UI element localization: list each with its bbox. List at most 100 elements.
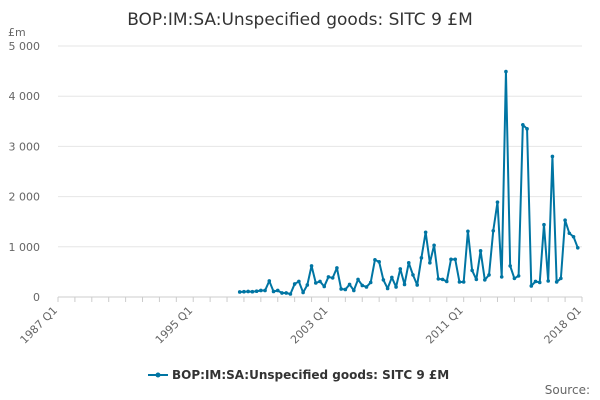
x-tick-label: 2018 Q1 <box>542 304 585 347</box>
data-point[interactable] <box>453 257 458 262</box>
data-point[interactable] <box>499 275 504 279</box>
data-point[interactable] <box>457 280 462 284</box>
data-point[interactable] <box>356 277 360 282</box>
data-point[interactable] <box>284 291 288 295</box>
data-point[interactable] <box>567 231 572 236</box>
y-axis-unit-label: £m <box>8 26 26 39</box>
data-point[interactable] <box>483 278 487 282</box>
y-tick-label: 2 000 <box>9 191 41 204</box>
legend-marker-swatch <box>155 372 161 378</box>
x-tick-label: 2011 Q1 <box>423 304 466 347</box>
data-point[interactable] <box>390 275 394 280</box>
data-point[interactable] <box>411 273 415 277</box>
data-point[interactable] <box>402 282 407 287</box>
y-tick-label: 4 000 <box>9 90 41 103</box>
data-point[interactable] <box>352 288 356 293</box>
data-point[interactable] <box>415 283 419 287</box>
legend-label: BOP:IM:SA:Unspecified goods: SITC 9 £M <box>172 368 449 382</box>
data-point[interactable] <box>563 218 567 222</box>
x-tick-label: 1987 Q1 <box>18 304 61 347</box>
y-tick-label: 1 000 <box>9 241 41 254</box>
data-point[interactable] <box>512 276 517 281</box>
data-point[interactable] <box>406 261 411 265</box>
data-point[interactable] <box>318 279 322 284</box>
x-tick-label: 2003 Q1 <box>288 304 331 347</box>
data-point[interactable] <box>525 127 529 131</box>
data-point[interactable] <box>271 289 276 294</box>
legend[interactable]: BOP:IM:SA:Unspecified goods: SITC 9 £M <box>148 368 449 382</box>
data-point[interactable] <box>322 284 327 289</box>
data-point[interactable] <box>554 280 559 284</box>
data-point[interactable] <box>360 283 365 288</box>
data-point[interactable] <box>335 266 339 270</box>
data-point[interactable] <box>423 230 428 235</box>
data-point[interactable] <box>385 286 390 291</box>
data-point[interactable] <box>491 228 496 233</box>
data-point[interactable] <box>546 279 550 283</box>
data-point[interactable] <box>444 279 449 284</box>
data-point[interactable] <box>343 287 348 292</box>
data-point[interactable] <box>339 287 343 291</box>
data-point[interactable] <box>305 283 310 287</box>
data-point[interactable] <box>275 288 280 293</box>
data-point[interactable] <box>381 278 386 282</box>
data-point[interactable] <box>242 289 246 294</box>
x-tick-label: 1995 Q1 <box>153 304 196 347</box>
data-point[interactable] <box>377 260 381 264</box>
data-point[interactable] <box>542 222 546 227</box>
x-axis-ticks: 1987 Q1 1995 Q1 2003 Q1 2011 Q1 2018 Q1 <box>18 297 585 347</box>
data-point[interactable] <box>474 277 479 282</box>
chart-title: BOP:IM:SA:Unspecified goods: SITC 9 £M <box>127 10 473 30</box>
data-point[interactable] <box>398 267 403 271</box>
y-tick-label: 5 000 <box>9 40 41 53</box>
data-point[interactable] <box>250 289 255 294</box>
data-point[interactable] <box>478 249 483 253</box>
data-point[interactable] <box>280 291 284 295</box>
data-point[interactable] <box>259 288 263 293</box>
data-point[interactable] <box>254 289 259 294</box>
data-point[interactable] <box>330 276 335 280</box>
y-tick-label: 3 000 <box>9 140 41 153</box>
data-point[interactable] <box>263 288 267 293</box>
data-point[interactable] <box>504 69 508 74</box>
data-point[interactable] <box>419 256 424 260</box>
data-point[interactable] <box>440 277 445 282</box>
data-point[interactable] <box>559 276 563 281</box>
data-point[interactable] <box>267 279 272 283</box>
data-point[interactable] <box>292 282 297 286</box>
data-point[interactable] <box>313 281 318 285</box>
data-point[interactable] <box>373 258 377 262</box>
source-label: Source: <box>545 383 590 397</box>
data-point[interactable] <box>516 274 521 278</box>
data-point[interactable] <box>533 279 538 284</box>
data-point[interactable] <box>394 285 398 289</box>
data-point[interactable] <box>347 282 352 287</box>
data-point[interactable] <box>364 285 369 289</box>
data-point[interactable] <box>309 264 314 268</box>
data-point[interactable] <box>487 273 491 277</box>
data-point[interactable] <box>550 154 555 159</box>
data-point[interactable] <box>461 280 466 284</box>
data-point[interactable] <box>521 123 525 127</box>
data-point[interactable] <box>301 290 305 295</box>
data-point[interactable] <box>297 279 301 284</box>
data-point[interactable] <box>449 257 453 262</box>
data-point[interactable] <box>575 246 580 250</box>
data-point[interactable] <box>529 284 534 288</box>
data-point[interactable] <box>470 268 474 273</box>
y-tick-label: 0 <box>33 291 40 304</box>
data-point[interactable] <box>368 280 373 285</box>
data-point[interactable] <box>466 229 470 234</box>
data-point[interactable] <box>428 261 432 265</box>
data-point[interactable] <box>436 277 441 281</box>
data-point[interactable] <box>495 200 500 204</box>
data-point[interactable] <box>237 290 242 294</box>
data-point[interactable] <box>571 234 576 239</box>
data-point[interactable] <box>537 280 542 285</box>
data-point[interactable] <box>288 292 293 296</box>
data-point[interactable] <box>246 289 250 294</box>
data-point[interactable] <box>326 275 331 279</box>
data-point[interactable] <box>508 264 512 268</box>
data-point[interactable] <box>432 243 436 248</box>
